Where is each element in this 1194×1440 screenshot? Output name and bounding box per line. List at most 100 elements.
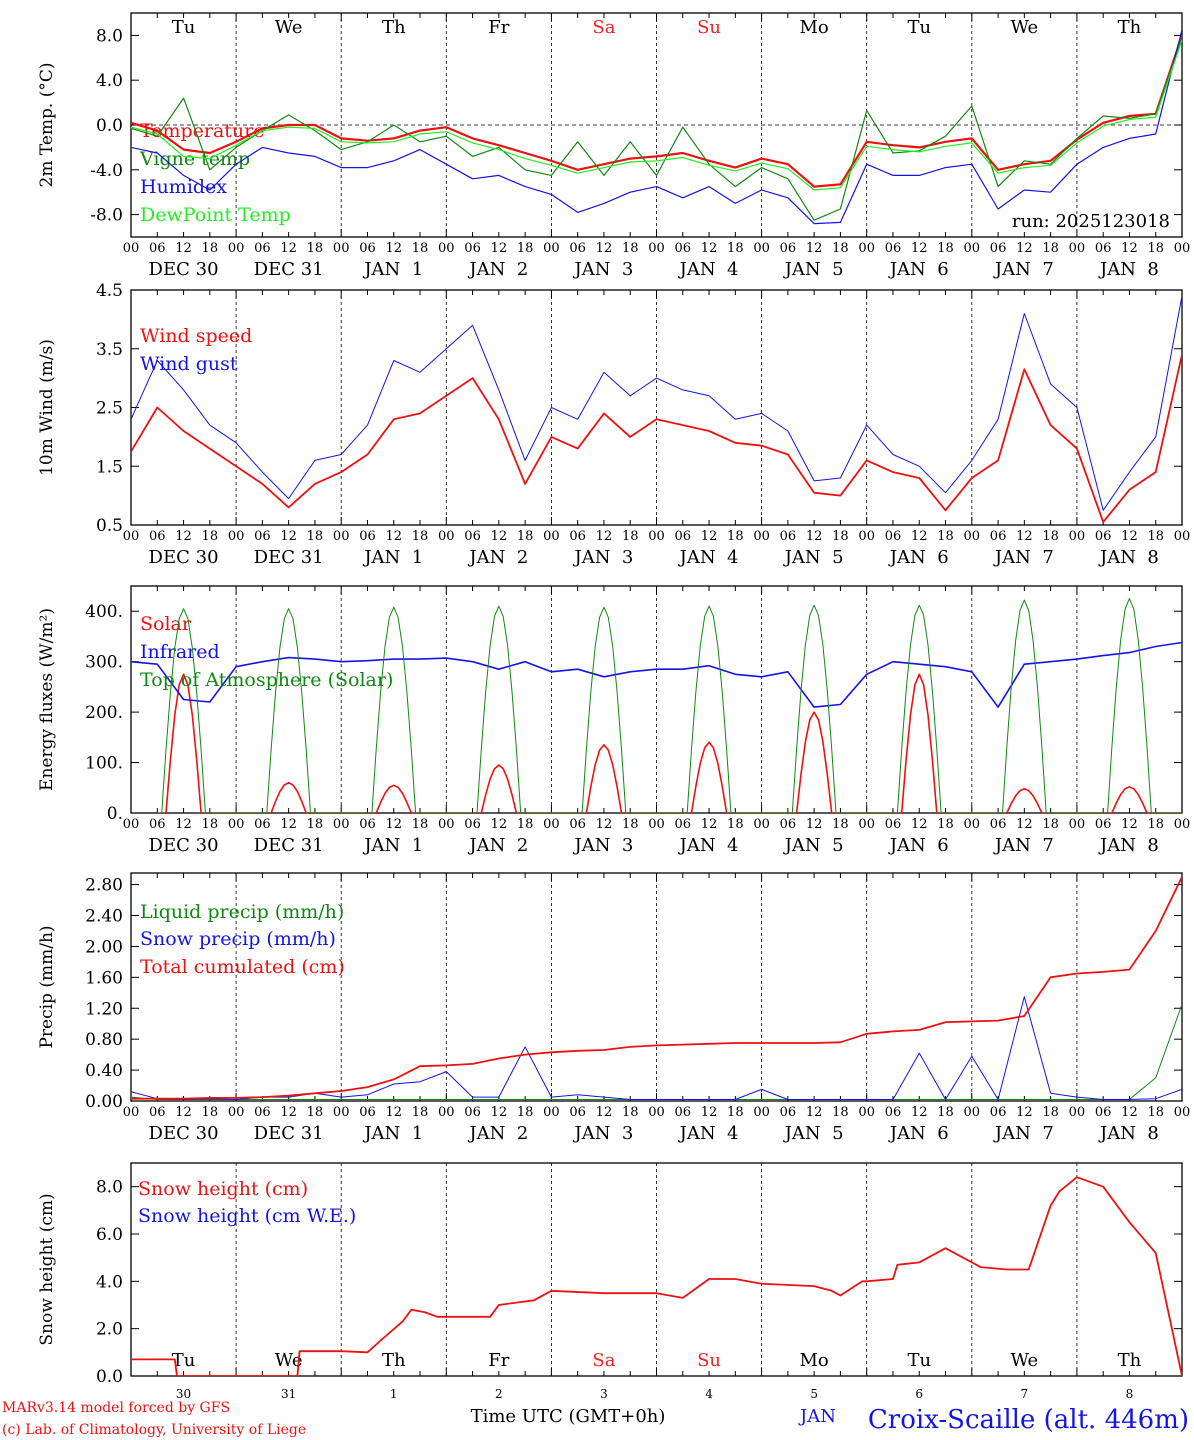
day-name: Mo	[800, 17, 829, 38]
date-label: DEC 31	[254, 835, 324, 856]
hour-label: 12	[1121, 817, 1138, 832]
y-tick-label: -8.0	[90, 206, 123, 226]
hour-label: 06	[990, 1105, 1007, 1120]
hour-label: 12	[1016, 1105, 1033, 1120]
hour-label: 12	[491, 529, 508, 544]
hour-label: 06	[569, 241, 586, 256]
legend-total-cumulated-cm: Total cumulated (cm)	[140, 956, 345, 978]
hour-label: 06	[1095, 817, 1112, 832]
hour-label: 00	[543, 1105, 560, 1120]
day-name: Th	[1118, 1350, 1142, 1371]
hour-label: 06	[675, 817, 692, 832]
day-name: Sa	[592, 1350, 615, 1371]
date-label: JAN 7	[993, 835, 1054, 856]
hour-label: 00	[964, 241, 981, 256]
y-tick-label: 3.5	[96, 340, 123, 360]
hour-label: 00	[648, 817, 665, 832]
hour-label: 00	[438, 529, 455, 544]
hour-label: 00	[333, 529, 350, 544]
hour-label: 06	[990, 529, 1007, 544]
panel-1: -8.0 -4.0 0.0 4.0 8.0 2m Temp. (°C) Tu We Th Fr Sa…	[37, 12, 1191, 280]
date-label: DEC 31	[254, 547, 324, 568]
hour-label: 06	[1095, 529, 1112, 544]
date-label: JAN 5	[783, 547, 844, 568]
hour-label: 12	[596, 1105, 613, 1120]
date-label: DEC 31	[254, 259, 324, 280]
date-label: JAN 3	[573, 1123, 634, 1144]
hour-label: 06	[254, 529, 271, 544]
date-label: JAN 4	[678, 1123, 739, 1144]
date-label: JAN 6	[888, 259, 949, 280]
hour-label: 00	[333, 817, 350, 832]
y-tick-label: 8.0	[96, 26, 123, 46]
hour-label: 18	[517, 529, 534, 544]
date-label: JAN 8	[1098, 259, 1159, 280]
hour-label: 06	[149, 1105, 166, 1120]
hour-label: 12	[806, 817, 823, 832]
hour-label: 06	[569, 1105, 586, 1120]
hour-label: 00	[964, 1105, 981, 1120]
hour-label: 18	[202, 241, 219, 256]
hour-label: 06	[675, 1105, 692, 1120]
hour-label: 18	[517, 241, 534, 256]
hour-label: 18	[1042, 241, 1059, 256]
day-number: 3	[600, 1387, 608, 1401]
hour-label: 12	[280, 529, 297, 544]
hour-label: 00	[964, 817, 981, 832]
hour-label: 00	[1174, 241, 1191, 256]
hour-label: 12	[806, 529, 823, 544]
hour-label: 12	[1016, 529, 1033, 544]
hour-label: 12	[175, 529, 192, 544]
series-line-solar	[161, 673, 1182, 813]
hour-label: 12	[491, 817, 508, 832]
day-number: 8	[1126, 1387, 1134, 1401]
hour-label: 06	[359, 817, 376, 832]
hour-label: 12	[280, 241, 297, 256]
hour-label: 00	[438, 817, 455, 832]
legend-infrared: Infrared	[140, 641, 220, 663]
hour-label: 12	[596, 241, 613, 256]
site-name: Croix-Scaille (alt. 446m)	[868, 1405, 1189, 1435]
date-label: JAN 4	[678, 547, 739, 568]
hour-label: 00	[753, 817, 770, 832]
legend-temperature: Temperature	[140, 120, 264, 142]
hour-label: 18	[832, 817, 849, 832]
day-number: 5	[810, 1387, 818, 1401]
hour-label: 12	[911, 529, 928, 544]
hour-label: 06	[780, 529, 797, 544]
date-label: JAN 1	[362, 259, 423, 280]
hour-label: 12	[175, 241, 192, 256]
day-number: 7	[1021, 1387, 1029, 1401]
hour-label: 00	[1174, 529, 1191, 544]
y-tick-label: 0.0	[96, 116, 123, 136]
panel-2: 0.5 1.5 2.5 3.5 4.5 10m Wind (m/s) 00 06 12 18 00 0…	[37, 281, 1190, 568]
hour-label: 06	[149, 817, 166, 832]
date-label: JAN 1	[362, 1123, 423, 1144]
hour-label: 06	[990, 817, 1007, 832]
hour-label: 00	[753, 1105, 770, 1120]
date-label: DEC 30	[149, 1123, 219, 1144]
hour-label: 12	[175, 1105, 192, 1120]
date-label: JAN 2	[467, 1123, 528, 1144]
hour-label: 18	[832, 241, 849, 256]
month-label: JAN	[798, 1406, 836, 1427]
hour-label: 18	[307, 817, 324, 832]
hour-label: 12	[596, 529, 613, 544]
hour-label: 18	[1147, 529, 1164, 544]
day-name: We	[1011, 1350, 1039, 1371]
hour-label: 06	[885, 1105, 902, 1120]
date-label: JAN 6	[888, 547, 949, 568]
hour-label: 06	[780, 817, 797, 832]
hour-label: 18	[1042, 529, 1059, 544]
hour-label: 00	[753, 529, 770, 544]
hour-label: 06	[149, 529, 166, 544]
hour-label: 00	[228, 529, 245, 544]
hour-label: 12	[911, 241, 928, 256]
y-tick-label: 2.00	[85, 937, 123, 957]
hour-label: 12	[385, 1105, 402, 1120]
hour-label: 00	[1069, 817, 1086, 832]
day-name: Fr	[488, 1350, 509, 1371]
hour-label: 18	[727, 529, 744, 544]
hour-label: 18	[517, 817, 534, 832]
y-tick-label: 2.5	[96, 399, 123, 419]
